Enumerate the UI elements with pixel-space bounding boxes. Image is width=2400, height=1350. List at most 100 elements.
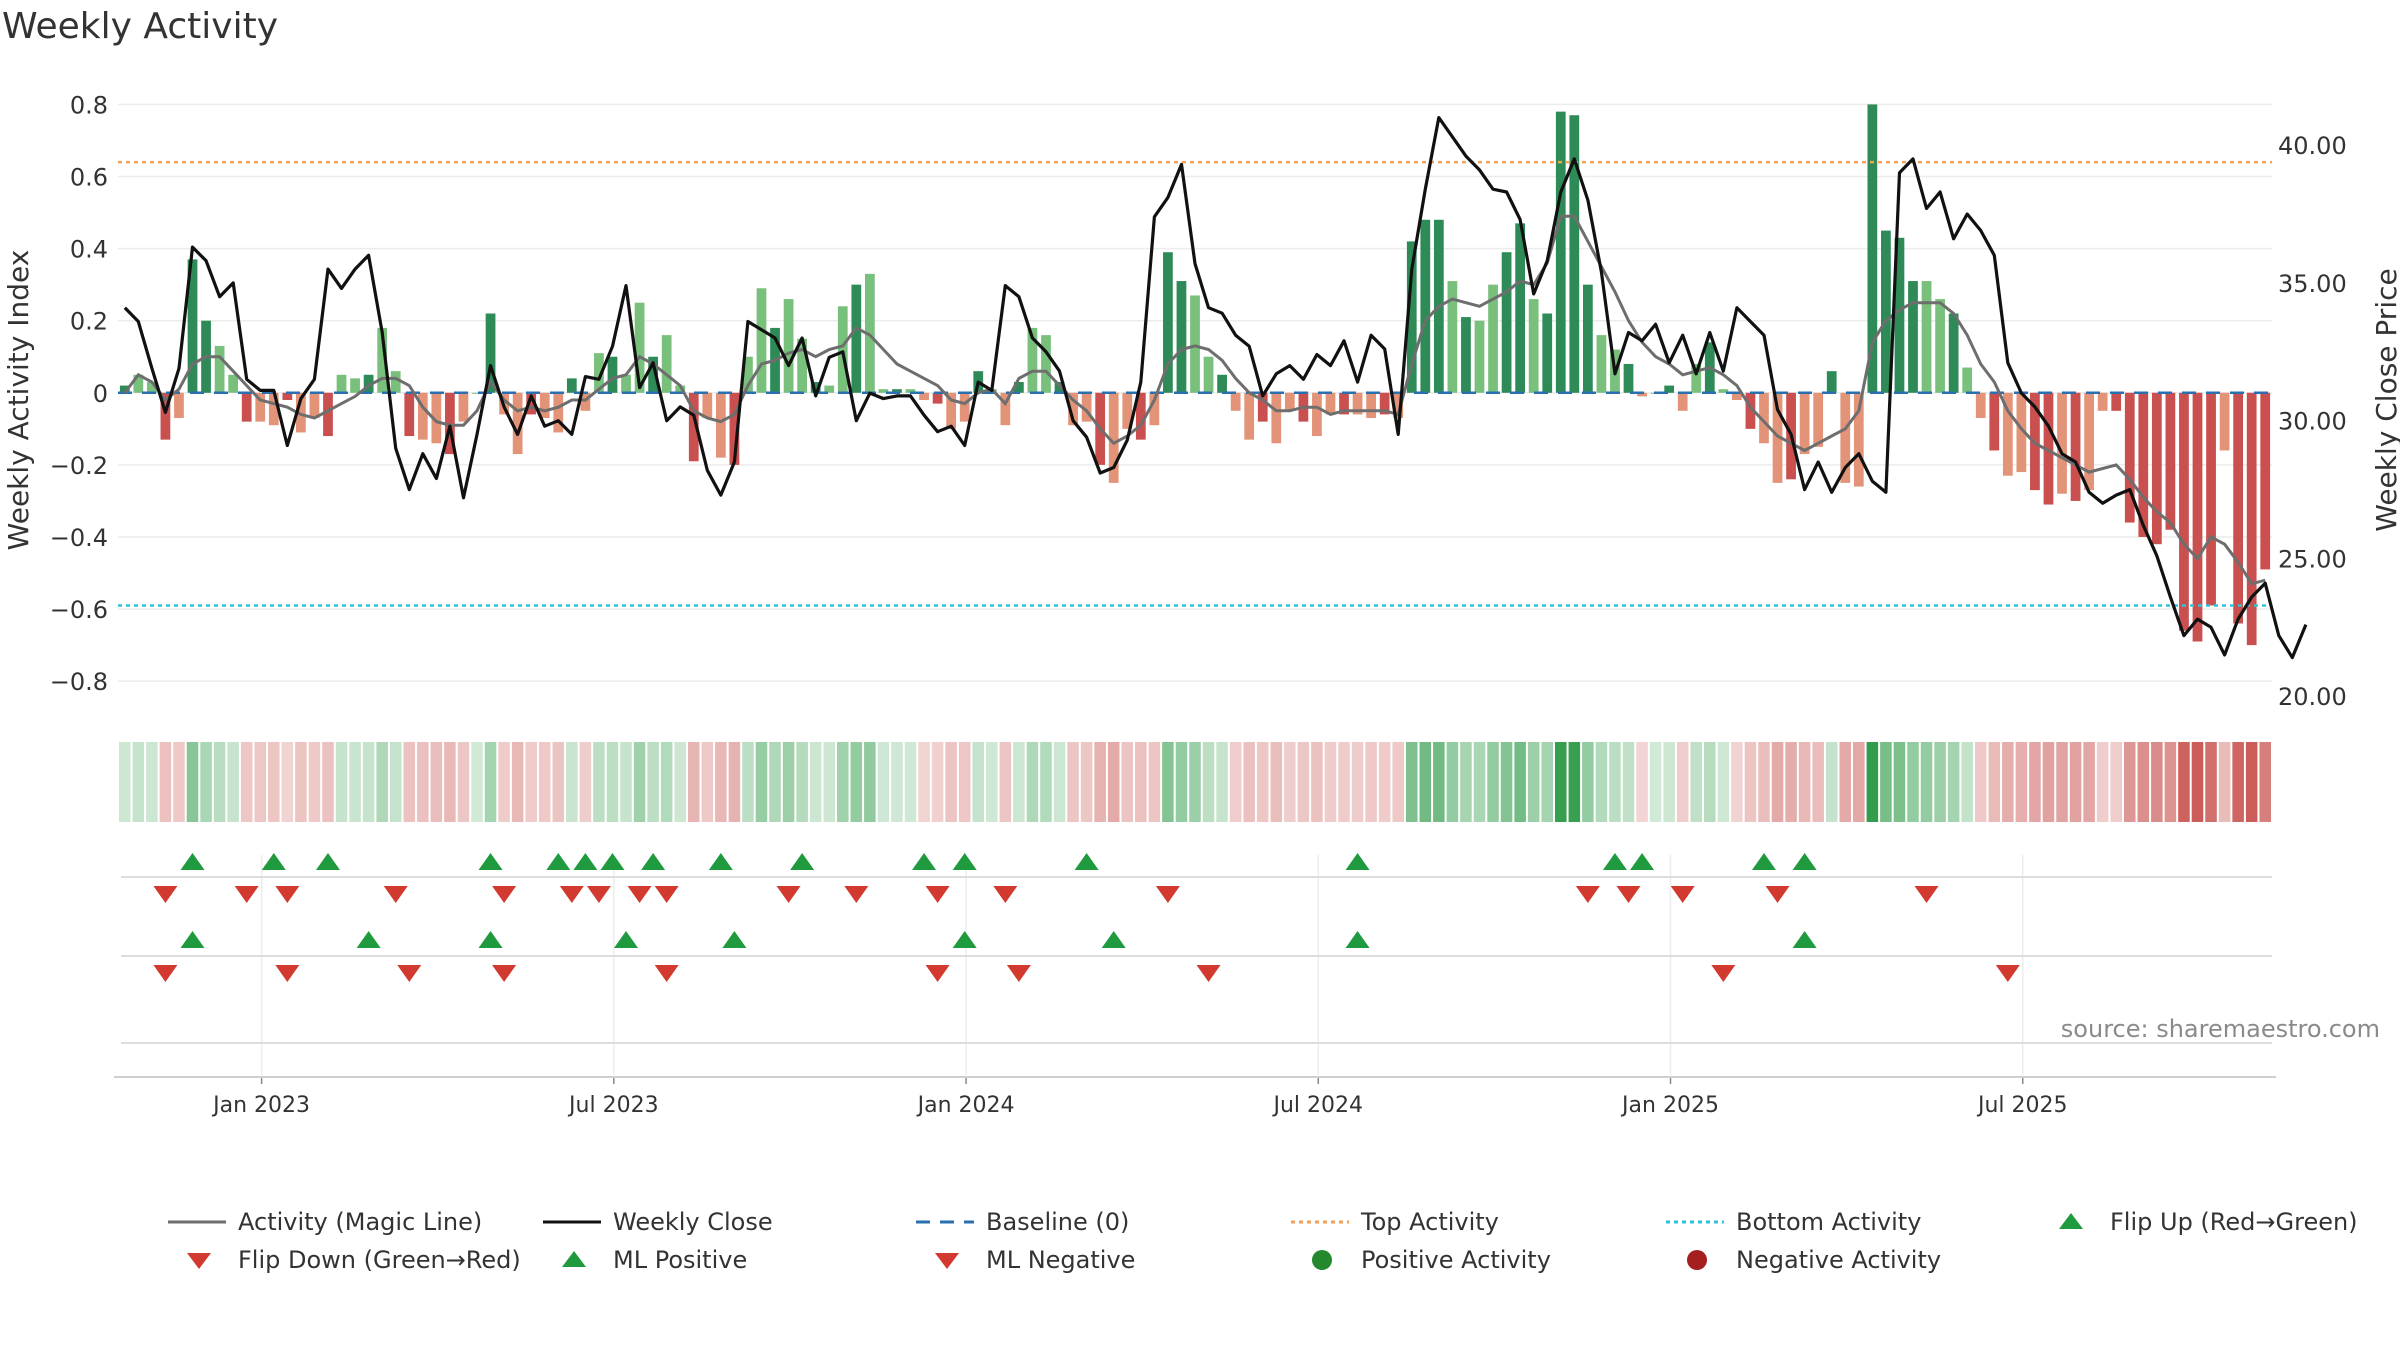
x-tick-label: Jan 2024 [916,1093,1015,1118]
legend-flip-up[interactable]: Flip Up (Red→Green) [2040,1208,2358,1236]
legend-label-flip-down: Flip Down (Green→Red) [238,1246,521,1274]
activity-bar [2002,392,2013,476]
activity-bar [919,392,929,400]
activity-bar [621,374,631,393]
activity-bar [946,392,957,429]
heat-cell [2191,742,2204,822]
activity-bar [2151,392,2162,545]
heat-cell [769,742,781,822]
heat-cell [2245,742,2258,822]
heat-cell [1500,742,1513,822]
heat-cell [376,742,388,822]
activity-bar [1284,392,1295,411]
heat-cell [904,742,917,822]
y-axis-label: Weekly Activity Index [2,250,35,551]
heat-cell [1162,742,1174,822]
heat-cell [389,742,402,822]
ml-positive-marker [1792,931,1817,948]
activity-bar [2165,392,2176,530]
activity-bar [2057,392,2067,494]
heat-cell [457,742,470,822]
heat-cell [2083,742,2095,822]
heat-cell [132,742,145,822]
activity-bar [2084,392,2094,491]
legend-top-activity[interactable]: Top Activity [1291,1208,1499,1236]
activity-bar [1528,299,1539,393]
activity-bar [1420,219,1431,393]
heat-cell [823,742,835,822]
heat-cell [498,742,510,822]
heat-cell [1324,742,1337,822]
activity-bar [1244,392,1255,440]
activity-bar [1163,252,1173,393]
activity-bar [1718,389,1729,393]
legend-bottom-activity[interactable]: Bottom Activity [1666,1208,1921,1236]
legend-flip-down[interactable]: Flip Down (Green→Red) [168,1246,521,1274]
heat-cell [1419,742,1432,822]
heat-cell [1920,742,1933,822]
y-tick-label: 0 [93,380,108,408]
heat-cell [362,742,375,822]
legend-swatch-positive-activity [1291,1247,1353,1273]
activity-bar [1962,367,1973,393]
legend-positive-activity[interactable]: Positive Activity [1291,1246,1551,1274]
activity-bar [241,392,252,422]
activity-bar [187,259,198,393]
grid [118,103,2272,1075]
ml-negative-marker [1006,965,1031,982]
legend-ml-negative[interactable]: ML Negative [916,1246,1135,1274]
heat-cell [268,742,280,822]
activity-bar [634,302,645,393]
legend-label-ml-negative: ML Negative [986,1246,1136,1274]
flip-down-marker [586,886,611,903]
activity-bar [485,313,496,393]
heat-cell [1067,742,1079,822]
legend-baseline[interactable]: Baseline (0) [916,1208,1129,1236]
activity-bar [377,327,388,393]
activity-bar [1203,356,1214,393]
source-note: source: sharemaestro.com [2060,1015,2380,1043]
ml-positive-marker [356,931,381,948]
heat-cell [620,742,632,822]
activity-bar [1826,371,1837,393]
flip-markers [121,853,2272,1044]
activity-bar [174,392,184,419]
activity-bar [1325,392,1336,415]
heat-cell [552,742,565,822]
activity-bar [1732,392,1742,400]
heat-cell [2029,742,2041,822]
activity-bar [1068,392,1078,426]
flip-down-marker [1575,886,1600,903]
legend-label-ml-positive: ML Positive [613,1246,748,1274]
heat-cell [958,742,971,822]
activity-bar [837,306,848,393]
heat-cell [2015,742,2028,822]
activity-bar [2219,392,2230,451]
heat-cell [850,742,863,822]
ml-positive-marker [1101,931,1126,948]
activity-bar [1813,392,1824,447]
activity-bar [1921,281,1932,393]
flip-down-marker [234,886,259,903]
activity-bar [296,392,306,433]
heat-cell [1717,742,1730,822]
y2-tick-label: 25.00 [2278,545,2347,573]
legend-ml-positive[interactable]: ML Positive [543,1246,747,1274]
heat-cell [1473,742,1486,822]
activity-bar [1935,299,1945,393]
activity-bar [1149,392,1160,426]
heat-cell [2164,742,2177,822]
heat-cell [742,742,754,822]
ml-negative-marker [153,965,178,982]
legend-magic-line[interactable]: Activity (Magic Line) [168,1208,482,1236]
activity-bar [743,356,753,393]
ml-negative-marker [275,965,300,982]
heat-cell [2110,742,2122,822]
activity-bar [1677,392,1688,411]
heat-cell [1758,742,1770,822]
legend-weekly-close[interactable]: Weekly Close [543,1208,773,1236]
legend-negative-activity[interactable]: Negative Activity [1666,1246,1941,1274]
heat-cell [1433,742,1445,822]
chart-title: Weekly Activity [2,6,279,47]
activity-bar [566,378,577,393]
